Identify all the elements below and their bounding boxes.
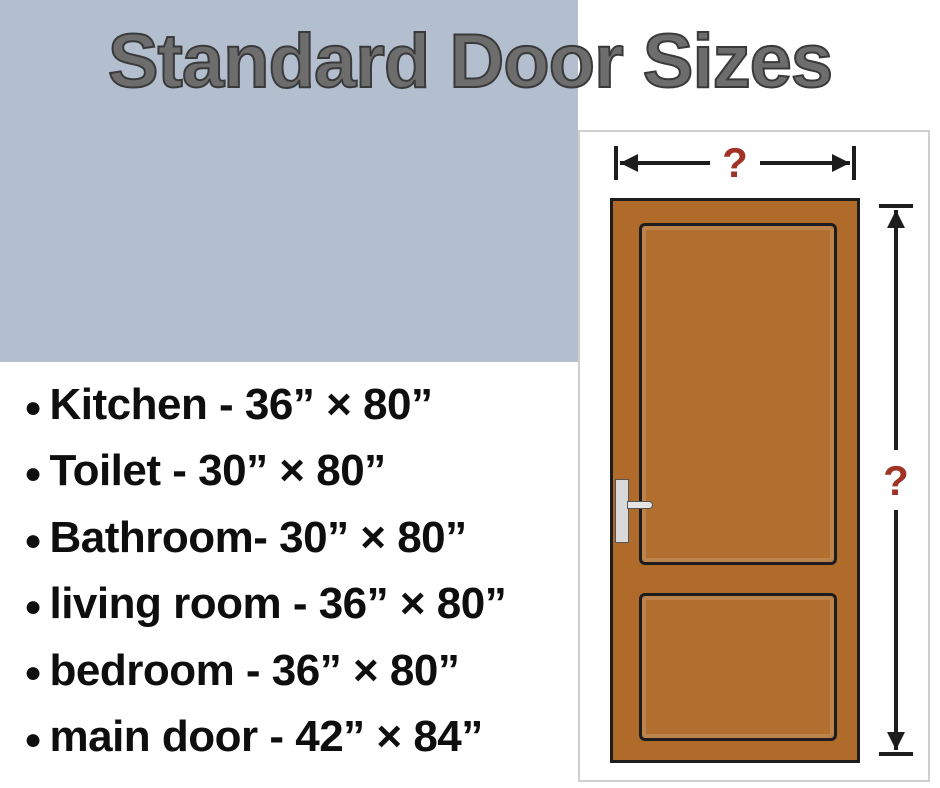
list-item: Toilet - 30” × 80” [24,438,584,504]
door-sizes-list: Kitchen - 36” × 80”Toilet - 30” × 80”Bat… [24,372,584,771]
height-question-mark: ? [883,457,909,504]
door-panel-bottom [639,593,837,741]
list-item: Bathroom- 30” × 80” [24,505,584,571]
height-dimension: ? [873,200,923,760]
door-diagram-panel: ? ? [578,130,930,782]
list-item: bedroom - 36” × 80” [24,638,584,704]
list-item: living room - 36” × 80” [24,571,584,637]
list-item: Kitchen - 36” × 80” [24,372,584,438]
width-question-mark: ? [722,140,748,185]
door-handle-bar [627,501,653,509]
door-panel-top [639,223,837,565]
page-title: Standard Door Sizes [0,18,940,105]
width-dimension: ? [610,140,860,185]
door-illustration [610,198,860,763]
list-item: main door - 42” × 84” [24,704,584,770]
door-handle-plate [615,479,629,543]
